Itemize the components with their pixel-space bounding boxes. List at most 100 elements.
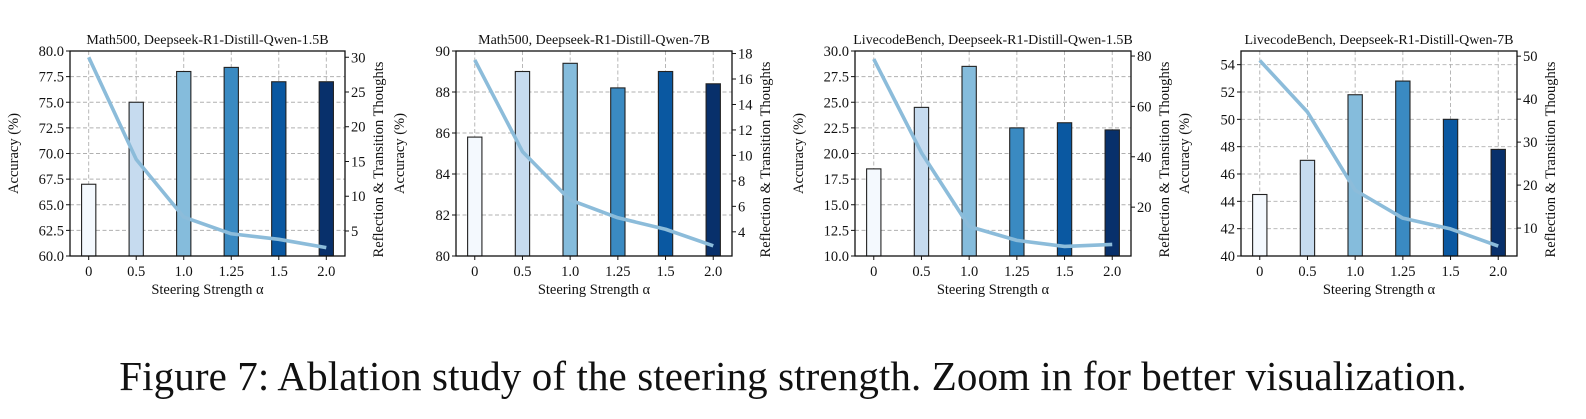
x-tick-label: 0.5: [912, 264, 930, 280]
y2-tick-label: 80: [1137, 49, 1152, 65]
y-tick-label: 80: [436, 249, 451, 265]
y2-tick-label: 18: [738, 47, 753, 63]
y-tick-label: 42: [1221, 222, 1236, 238]
y2-tick-label: 10: [351, 189, 366, 205]
y-tick-label: 40: [1221, 249, 1236, 265]
figure-panels: 60.0 62.5 65.0 67.5 70.0 72.5 75.0 77.5 80.0 5 10 1…: [6, 33, 1559, 298]
bar-0_5: [1299, 159, 1316, 257]
y-tick-label: 65.0: [39, 198, 64, 214]
chart-panel-3: 10.0 12.5 15.0 17.5 20.0 22.5 25.0 27.5 30.0 20 40…: [791, 33, 1173, 298]
x-tick-label: 0.5: [513, 264, 531, 280]
y-axis-label: Accuracy (%): [1177, 113, 1193, 194]
y-tick-label: 20.0: [824, 147, 849, 163]
y2-tick-label: 15: [351, 154, 366, 170]
y2-tick-label: 40: [1137, 150, 1152, 166]
chart-panel-2: 80 82 84 86 88 90 4 6 8 10 12 14 16 18 0 0.5 1.0 1.25 1.5 2…: [392, 33, 774, 298]
bar-0: [1252, 193, 1268, 257]
y-tick-label: 54: [1221, 58, 1236, 74]
chart-title: Math500, Deepseek-R1-Distill-Qwen-1.5B: [86, 33, 328, 48]
x-tick-label: 0: [870, 264, 877, 280]
chart-title: LivecodeBench, Deepseek-R1-Distill-Qwen-…: [853, 33, 1133, 48]
bar-1_5: [1056, 122, 1073, 257]
y2-tick-label: 5: [351, 224, 358, 240]
y-tick-label: 86: [436, 126, 451, 142]
grid-lines: [456, 51, 732, 256]
x-tick-label: 1.25: [605, 264, 630, 280]
line-reflection-transition: [473, 59, 714, 248]
y2-axis-label: Reflection & Transition Thoughts: [1543, 61, 1559, 257]
y-tick-label: 46: [1221, 167, 1236, 183]
y2-tick-label: 30: [351, 50, 366, 66]
chart-panel-1: 60.0 62.5 65.0 67.5 70.0 72.5 75.0 77.5 80.0 5 10 1…: [6, 33, 387, 298]
x-tick-label: 0.5: [1298, 264, 1316, 280]
bar-1_25: [610, 87, 626, 257]
x-tick-label: 2.0: [704, 264, 722, 280]
x-tick-label: 1.25: [1004, 264, 1029, 280]
y2-tick-label: 20: [1137, 200, 1152, 216]
y-tick-label: 72.5: [39, 121, 64, 137]
x-tick-label: 1.5: [1441, 264, 1459, 280]
line-reflection-transition: [872, 58, 1113, 249]
y-axis-label: Accuracy (%): [6, 113, 22, 194]
line-reflection-transition: [87, 56, 327, 250]
y-tick-label: 22.5: [824, 121, 849, 137]
y2-tick-label: 12: [738, 123, 753, 139]
y-tick-label: 52: [1221, 85, 1236, 101]
bar-1_0: [562, 62, 578, 257]
y2-axis-label: Reflection & Transition Thoughts: [371, 61, 387, 257]
x-tick-label: 1.0: [175, 264, 193, 280]
y2-tick-label: 10: [1523, 221, 1538, 237]
y-tick-label: 17.5: [824, 172, 849, 188]
bar-0: [81, 183, 97, 257]
y-tick-label: 75.0: [39, 95, 64, 111]
y2-tick-label: 25: [351, 85, 366, 101]
y-tick-label: 67.5: [39, 172, 64, 188]
x-tick-label: 1.0: [561, 264, 579, 280]
x-axis-label: Steering Strength α: [1323, 282, 1436, 298]
bar-2_0: [318, 81, 334, 257]
y2-tick-label: 8: [738, 174, 745, 190]
y-tick-label: 84: [436, 167, 451, 183]
y-tick-label: 80.0: [39, 44, 64, 60]
y2-tick-label: 50: [1523, 49, 1538, 65]
y-tick-label: 82: [436, 208, 451, 224]
y-tick-label: 48: [1221, 140, 1236, 156]
plot-frame: [455, 50, 733, 257]
x-tick-label: 2.0: [317, 264, 335, 280]
bar-1_5: [1442, 118, 1459, 257]
bar-1_0: [176, 70, 192, 257]
y2-tick-label: 30: [1523, 135, 1538, 151]
bar-0: [866, 168, 882, 257]
x-tick-label: 0.5: [127, 264, 145, 280]
y2-axis-label: Reflection & Transition Thoughts: [758, 61, 774, 257]
y-tick-label: 27.5: [824, 70, 849, 86]
x-tick-label: 2.0: [1489, 264, 1507, 280]
x-tick-label: 1.25: [219, 264, 244, 280]
y-axis-label: Accuracy (%): [791, 113, 807, 194]
y2-tick-label: 16: [738, 72, 753, 88]
x-tick-label: 0: [85, 264, 92, 280]
bar-0_5: [128, 101, 144, 257]
y-tick-label: 70.0: [39, 147, 64, 163]
y2-tick-label: 4: [738, 225, 746, 241]
bar-0: [467, 136, 483, 257]
x-tick-label: 1.5: [656, 264, 674, 280]
x-tick-label: 1.25: [1390, 264, 1415, 280]
y2-tick-label: 10: [738, 148, 753, 164]
bar-0_5: [514, 70, 531, 257]
x-axis-label: Steering Strength α: [538, 282, 651, 298]
bar-2_0: [1490, 148, 1506, 257]
y-tick-label: 77.5: [39, 70, 64, 86]
bar-1_25: [223, 66, 239, 257]
y2-tick-label: 40: [1523, 92, 1538, 108]
x-tick-label: 1.0: [1346, 264, 1364, 280]
chart-title: Math500, Deepseek-R1-Distill-Qwen-7B: [478, 33, 710, 48]
y2-tick-label: 6: [738, 199, 745, 215]
y-tick-label: 12.5: [824, 223, 849, 239]
y-tick-label: 90: [436, 44, 451, 60]
chart-title: LivecodeBench, Deepseek-R1-Distill-Qwen-…: [1244, 33, 1513, 48]
y-tick-label: 60.0: [39, 249, 64, 265]
plot-frame: [1240, 50, 1518, 257]
bar-1_0: [1347, 94, 1363, 257]
y-tick-label: 25.0: [824, 95, 849, 111]
